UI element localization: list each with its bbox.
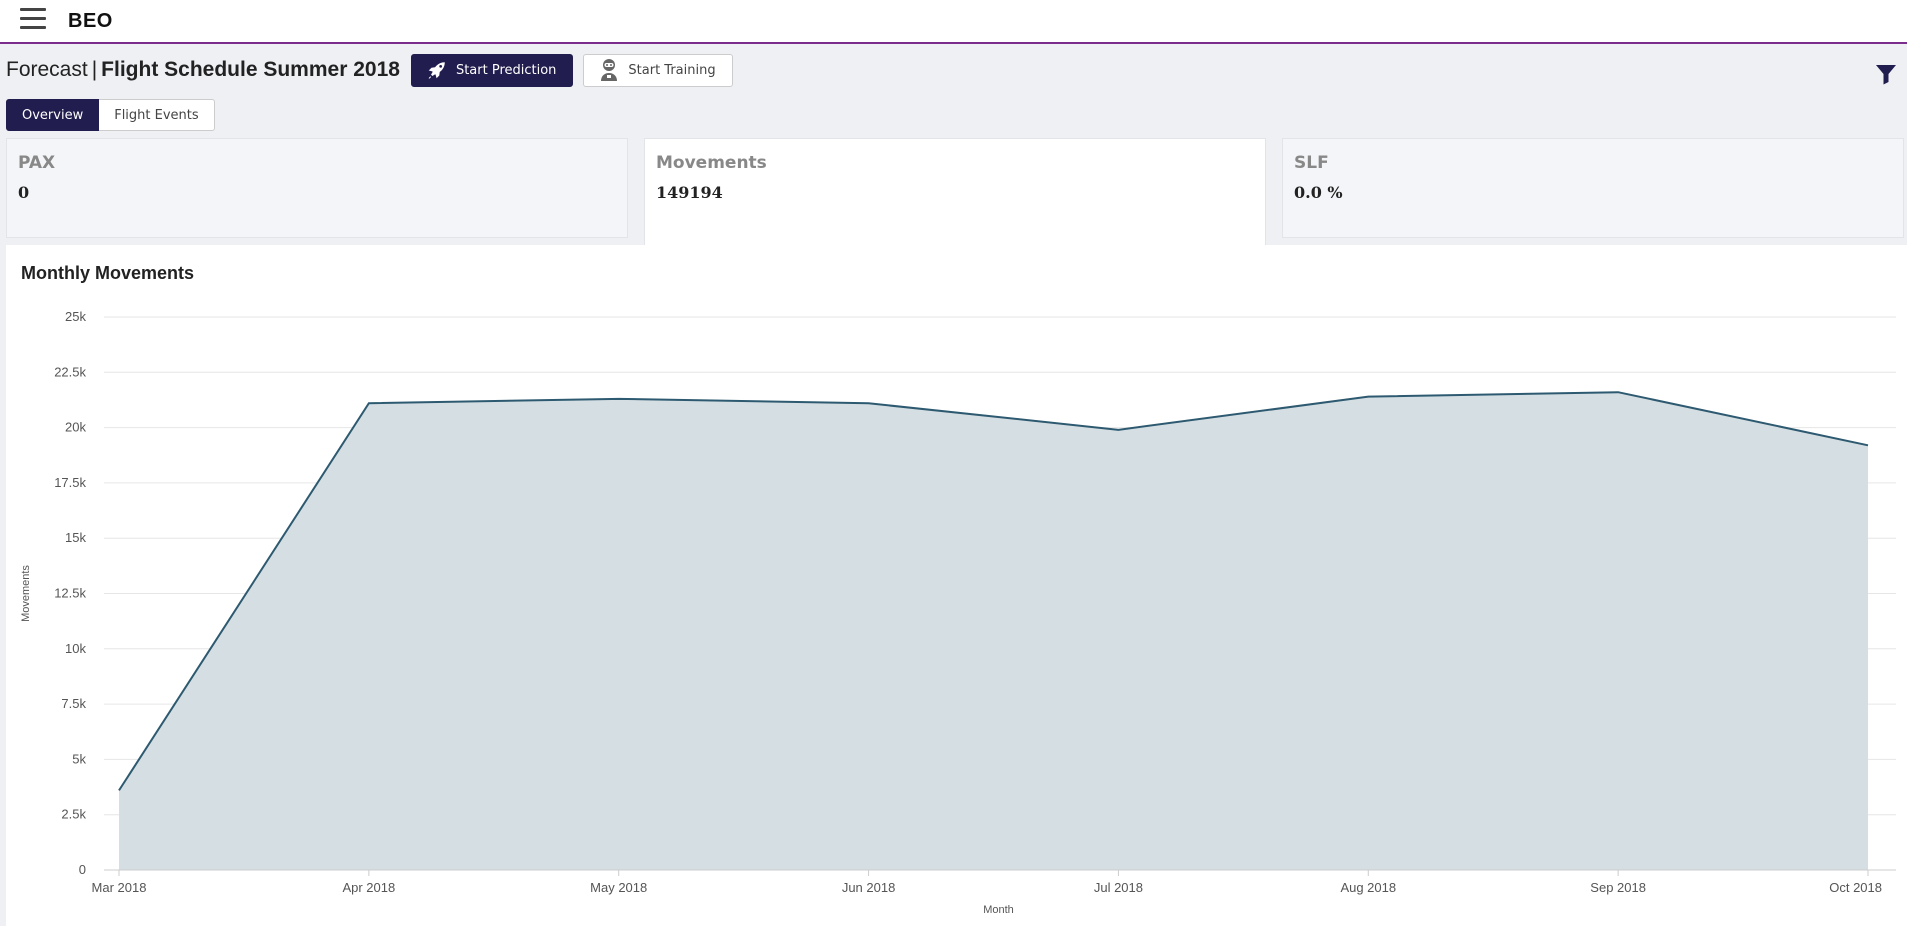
rocket-icon [428, 62, 445, 79]
kpi-value: 0.0 % [1294, 183, 1343, 202]
x-axis-title: Month [983, 904, 1014, 916]
x-tick-label: Jun 2018 [842, 880, 896, 895]
start-prediction-button[interactable]: Start Prediction [410, 53, 574, 87]
view-tabs: Overview Flight Events [6, 99, 215, 131]
y-tick-label: 5k [72, 751, 86, 766]
kpi-card-pax[interactable]: PAX 0 [6, 138, 628, 238]
x-tick-label: Jul 2018 [1094, 880, 1143, 895]
kpi-label: Movements [656, 153, 767, 173]
chart-panel: Monthly Movements 0 2.5k 5k 7.5k 10k 12.5k 15k… [6, 245, 1907, 926]
start-training-label: Start Training [628, 62, 716, 78]
kpi-value: 0 [18, 183, 30, 202]
y-tick-label: 22.5k [54, 364, 86, 379]
kpi-label: PAX [18, 153, 56, 173]
y-tick-label: 15k [65, 530, 86, 545]
y-axis-title: Movements [20, 565, 32, 622]
series-line [118, 391, 1869, 791]
chart-title: Monthly Movements [21, 263, 195, 283]
page-title: Forecast | Flight Schedule Summer 2018 [6, 58, 400, 82]
y-tick-label: 10k [65, 641, 86, 656]
area-fill [119, 392, 1868, 870]
y-tick-label: 0 [79, 862, 86, 877]
robot-icon [601, 59, 618, 81]
y-tick-label: 12.5k [54, 586, 86, 601]
start-training-button[interactable]: Start Training [583, 53, 733, 87]
x-tick-label: Apr 2018 [342, 880, 395, 895]
kpi-label: SLF [1294, 153, 1329, 173]
brand-logo: BEO [68, 10, 113, 32]
kpi-card-movements[interactable]: Movements 149194 [644, 138, 1266, 246]
tab-overview[interactable]: Overview [6, 99, 100, 131]
y-tick-label: 20k [65, 420, 86, 435]
x-tick-label: Sep 2018 [1590, 880, 1646, 895]
title-prefix: Forecast [6, 58, 88, 81]
x-tick-label: Aug 2018 [1340, 880, 1396, 895]
x-tick-label: Mar 2018 [92, 880, 147, 895]
y-tick-label: 25k [65, 309, 86, 324]
x-tick-label: May 2018 [590, 880, 647, 895]
top-bar: BEO [0, 0, 1907, 44]
title-separator: | [91, 58, 98, 81]
title-row: Forecast | Flight Schedule Summer 2018 Sta… [6, 53, 733, 87]
monthly-movements-chart: 0 2.5k 5k 7.5k 10k 12.5k 15k 17.5k 20k 22.5k 25k M… [20, 309, 1896, 916]
y-tick-label: 17.5k [54, 475, 86, 490]
kpi-value: 149194 [656, 183, 723, 202]
start-prediction-label: Start Prediction [455, 62, 557, 78]
y-tick-label: 7.5k [61, 696, 86, 711]
filter-icon[interactable] [1874, 62, 1898, 86]
tab-flight-events[interactable]: Flight Events [99, 99, 215, 131]
y-tick-label: 2.5k [61, 807, 86, 822]
hamburger-menu-icon[interactable] [20, 8, 46, 30]
x-tick-label: Oct 2018 [1829, 880, 1882, 895]
title-main: Flight Schedule Summer 2018 [101, 58, 400, 81]
kpi-card-slf[interactable]: SLF 0.0 % [1282, 138, 1904, 238]
